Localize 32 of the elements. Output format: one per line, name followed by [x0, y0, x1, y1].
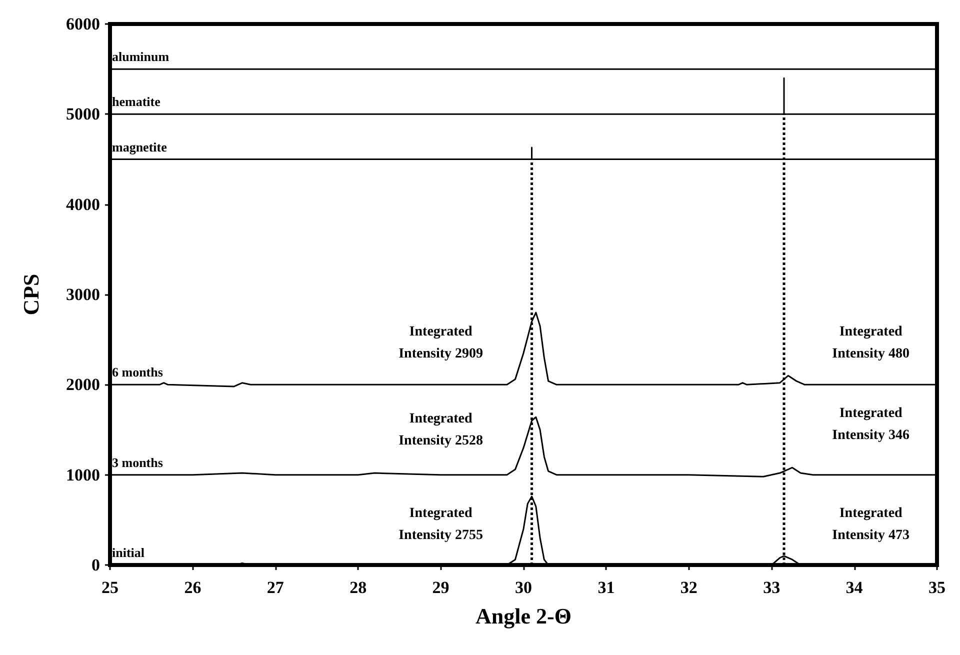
series-label: 6 months [112, 364, 163, 380]
x-tick-label: 35 [928, 578, 946, 597]
series-label: 3 months [112, 454, 163, 470]
annotation: Integrated Intensity 2528 [398, 411, 484, 448]
annotation: Integrated Intensity 2755 [398, 506, 484, 543]
y-tick-label: 3000 [66, 285, 100, 304]
annotation: Integrated Intensity 346 [832, 406, 910, 443]
series-label: hematite [112, 94, 161, 110]
x-tick-label: 28 [350, 578, 367, 597]
x-tick-label: 27 [266, 578, 284, 597]
y-tick-label: 4000 [66, 194, 100, 214]
annotation: Integrated Intensity 473 [832, 506, 910, 543]
series-label: initial [112, 545, 145, 560]
y-tick-label: 5000 [66, 104, 100, 124]
x-tick-label: 33 [763, 578, 780, 597]
x-tick-label: 30 [515, 578, 532, 597]
y-tick-label: 2000 [66, 375, 100, 394]
y-tick-label: 1000 [66, 465, 100, 484]
series-label: aluminum [112, 49, 170, 64]
y-tick-label: 6000 [66, 14, 100, 34]
x-tick-label: 32 [680, 578, 698, 597]
x-tick-label: 26 [184, 578, 202, 597]
annotation: Integrated Intensity 480 [832, 324, 910, 362]
annotation: Integrated Intensity 2909 [398, 324, 484, 362]
x-tick-label: 29 [432, 578, 450, 597]
y-axis-title: CPS [18, 274, 44, 316]
x-tick-label: 34 [846, 578, 864, 597]
x-tick-label: 25 [102, 578, 118, 597]
x-tick-label: 31 [598, 578, 615, 597]
x-axis-title: Angle 2-Θ [476, 604, 572, 628]
y-tick-label: 0 [92, 556, 100, 574]
series-label: magnetite [112, 139, 168, 154]
